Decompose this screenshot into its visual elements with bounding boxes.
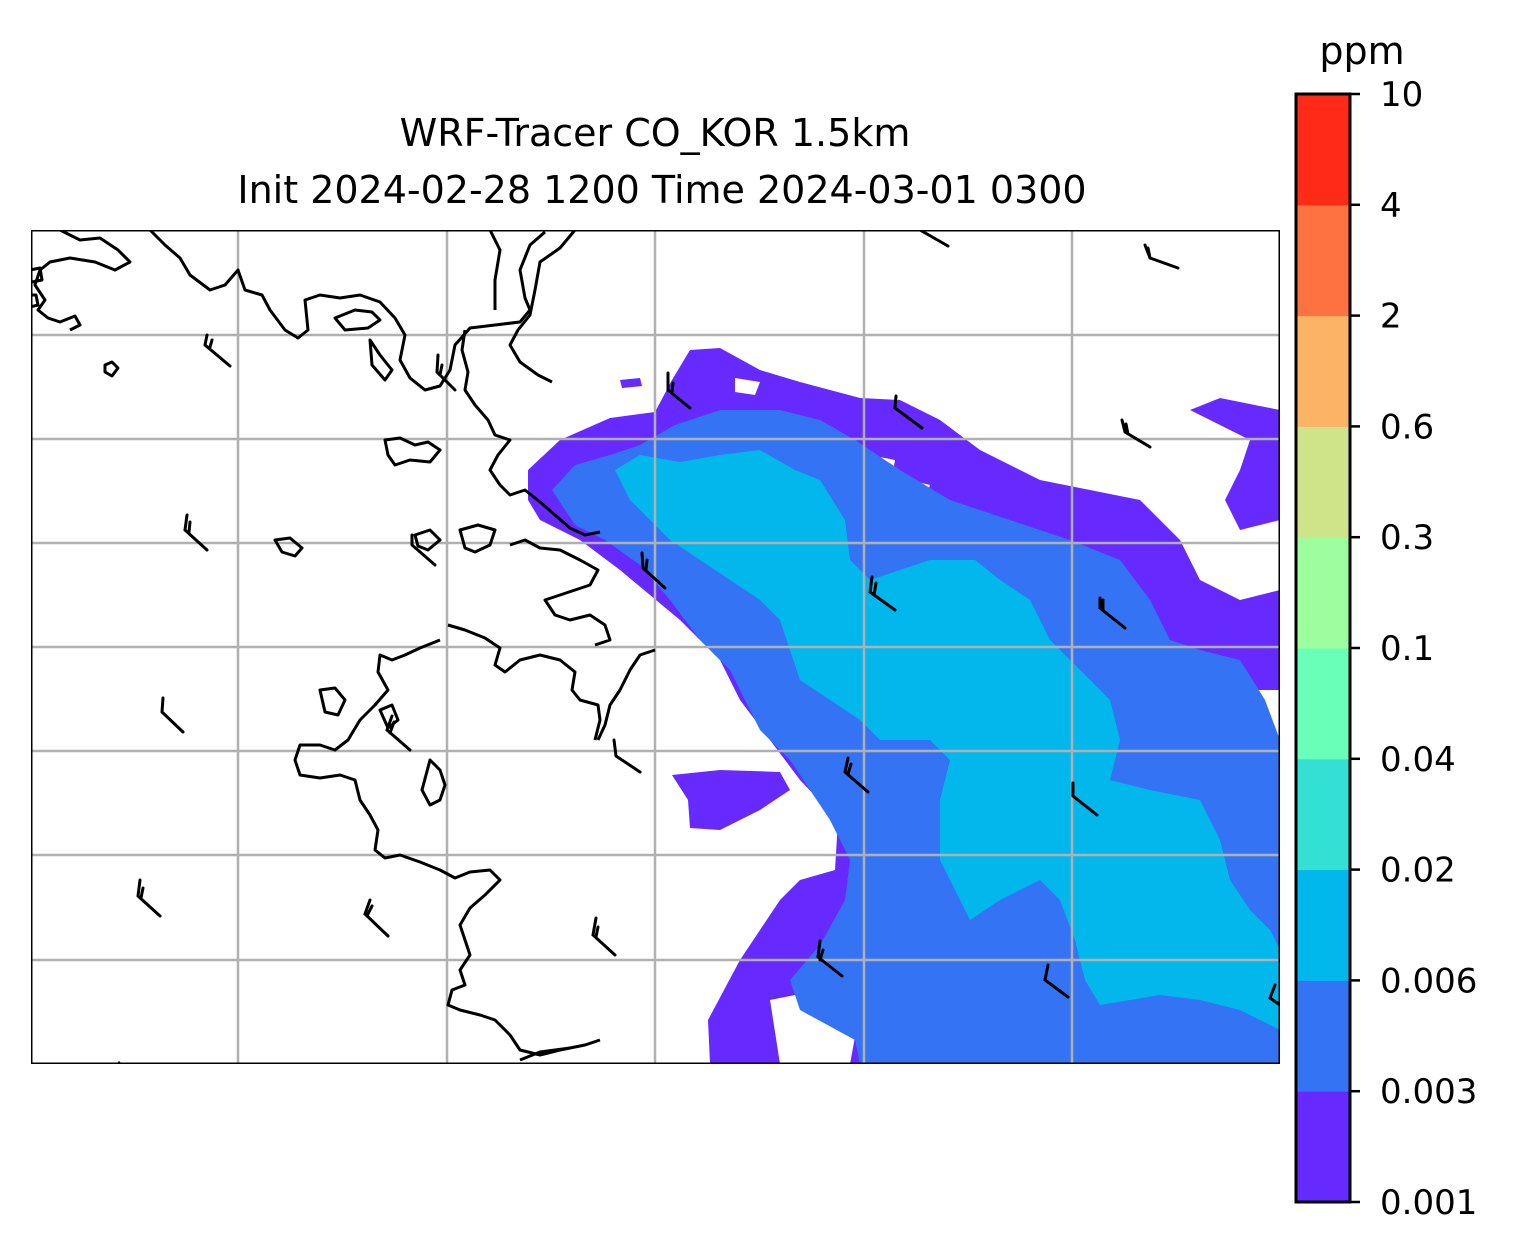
plume-level-0006 — [615, 450, 1280, 1030]
coastlines — [31, 230, 656, 1064]
colorbar-band-7 — [1296, 315, 1350, 427]
map-panel — [31, 230, 1280, 1064]
colorbar-band-0 — [1296, 1091, 1350, 1203]
colorbar-tick-label: 0.1 — [1380, 629, 1434, 669]
colorbar-tick-label: 2 — [1380, 297, 1402, 337]
wind-barbs — [136, 230, 1280, 1007]
colorbar-band-9 — [1296, 94, 1350, 206]
colorbar-tick-label: 0.001 — [1380, 1183, 1477, 1223]
colorbar-tick-label: 0.006 — [1380, 961, 1477, 1001]
colorbar-band-5 — [1296, 537, 1350, 649]
colorbar-ticks: 0.001 0.003 0.006 0.02 0.04 0.1 0.3 0.6 2 4 10 — [1350, 75, 1477, 1223]
colorbar-tick-label: 0.003 — [1380, 1072, 1477, 1112]
colorbar-tick-label: 0.04 — [1380, 740, 1456, 780]
colorbar-unit-label: ppm — [1319, 29, 1404, 73]
colorbar-tick-label: 0.3 — [1380, 518, 1434, 558]
figure-title-line1: WRF-Tracer CO_KOR 1.5km — [400, 111, 911, 155]
colorbar-band-6 — [1296, 426, 1350, 538]
colorbar-bands — [1296, 94, 1350, 1203]
colorbar-band-8 — [1296, 204, 1350, 317]
colorbar-band-3 — [1296, 758, 1350, 871]
gridlines — [31, 230, 1280, 1064]
colorbar-band-1 — [1296, 980, 1350, 1092]
colorbar-band-2 — [1296, 869, 1350, 981]
colorbar-tick-label: 10 — [1380, 75, 1423, 115]
colorbar-band-4 — [1296, 648, 1350, 760]
figure-title-line2: Init 2024-02-28 1200 Time 2024-03-01 030… — [237, 168, 1086, 212]
colorbar-tick-label: 0.02 — [1380, 851, 1456, 891]
colorbar-tick-label: 4 — [1380, 186, 1402, 226]
colorbar-tick-label: 0.6 — [1380, 407, 1434, 447]
colorbar: ppm 0.001 0.003 0.006 0.02 0.04 0.1 0.3 0.6 2 4 10 — [1294, 29, 1477, 1223]
